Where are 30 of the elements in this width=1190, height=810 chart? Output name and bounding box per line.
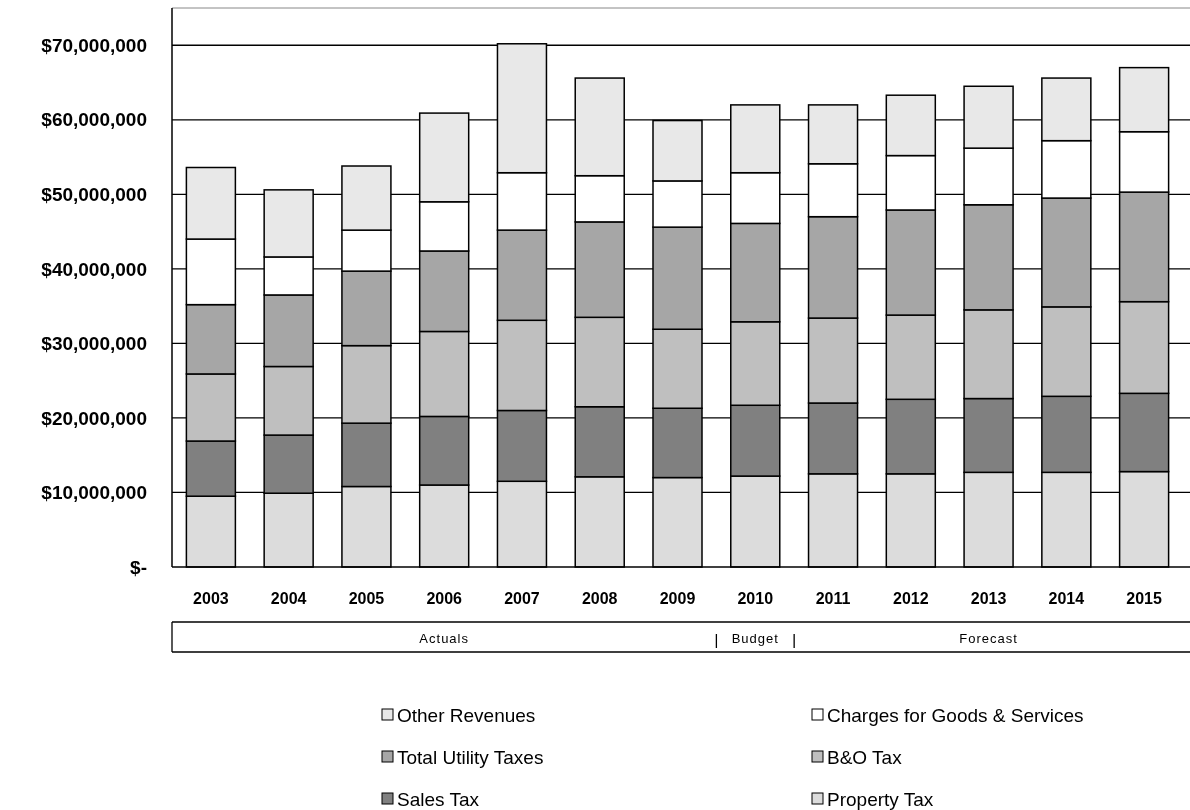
x-tick-label: 2003 (193, 589, 229, 607)
x-tick-label: 2011 (815, 589, 851, 607)
legend-label: Property Tax (827, 788, 934, 810)
y-tick-label: $50,000,000 (41, 183, 147, 205)
y-tick-label: $60,000,000 (41, 109, 147, 131)
x-tick-label: 2014 (1048, 589, 1085, 607)
text: Actuals (419, 631, 470, 646)
x-tick-label: 2015 (1126, 589, 1163, 607)
legend-label: Charges for Goods & Services (827, 704, 1084, 726)
text: Forecast (959, 631, 1018, 646)
y-tick-label: $40,000,000 (41, 258, 147, 280)
x-tick-label: 2013 (970, 589, 1007, 607)
legend-label: Sales Tax (397, 788, 480, 810)
x-tick-label: 2006 (426, 589, 463, 607)
x-tick-label: 2012 (893, 589, 929, 607)
text: Budget (731, 631, 779, 646)
x-tick-label: 2008 (581, 589, 618, 607)
y-tick-label: $10,000,000 (41, 482, 147, 504)
x-tick-label: 2004 (270, 589, 307, 607)
x-tick-label: 2007 (504, 589, 540, 607)
legend-label: Total Utility Taxes (397, 746, 544, 768)
y-tick-label: $20,000,000 (41, 407, 147, 429)
x-tick-label: 2005 (348, 589, 385, 607)
x-tick-label: 2010 (737, 589, 774, 607)
legend-label: Other Revenues (397, 704, 536, 726)
x-tick-label: 2009 (659, 589, 696, 607)
legend-label: B&O Tax (827, 746, 903, 768)
y-tick-label: $30,000,000 (41, 333, 147, 355)
y-tick-label: $- (130, 556, 147, 578)
y-tick-label: $70,000,000 (41, 34, 147, 56)
